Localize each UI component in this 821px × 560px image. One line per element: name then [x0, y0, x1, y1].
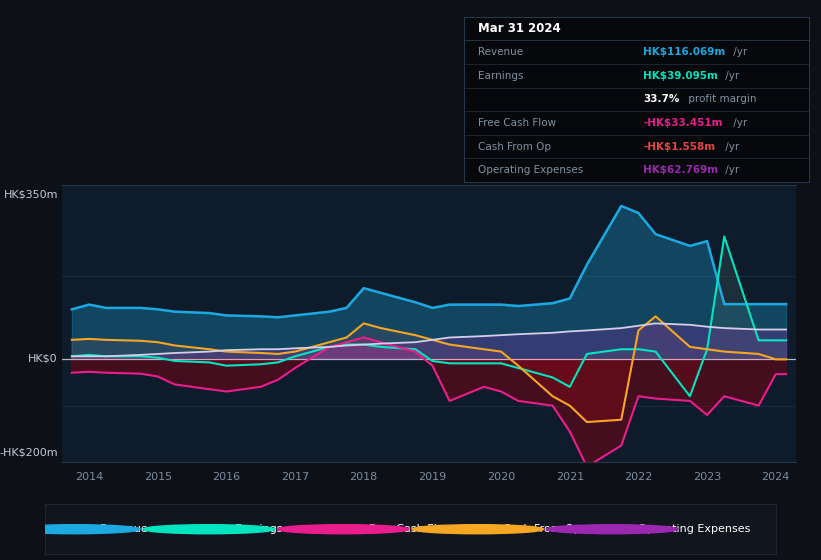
Text: Operating Expenses: Operating Expenses [638, 524, 750, 534]
Text: HK$62.769m: HK$62.769m [643, 165, 718, 175]
Text: -HK$200m: -HK$200m [0, 447, 58, 458]
Text: Earnings: Earnings [235, 524, 283, 534]
Text: Earnings: Earnings [478, 71, 523, 81]
Text: HK$350m: HK$350m [3, 189, 58, 199]
Text: Revenue: Revenue [478, 47, 523, 57]
Text: /yr: /yr [722, 71, 740, 81]
Text: /yr: /yr [722, 165, 740, 175]
Text: HK$116.069m: HK$116.069m [643, 47, 726, 57]
Text: /yr: /yr [722, 142, 740, 152]
Circle shape [277, 525, 409, 534]
Text: 33.7%: 33.7% [643, 95, 680, 104]
Circle shape [143, 525, 274, 534]
Text: Free Cash Flow: Free Cash Flow [478, 118, 556, 128]
Text: Operating Expenses: Operating Expenses [478, 165, 583, 175]
Text: HK$0: HK$0 [28, 353, 58, 363]
Text: Mar 31 2024: Mar 31 2024 [478, 22, 561, 35]
Text: -HK$33.451m: -HK$33.451m [643, 118, 722, 128]
Text: Revenue: Revenue [100, 524, 149, 534]
Text: profit margin: profit margin [685, 95, 756, 104]
Circle shape [412, 525, 544, 534]
Text: Cash From Op: Cash From Op [503, 524, 581, 534]
Text: HK$39.095m: HK$39.095m [643, 71, 718, 81]
Text: /yr: /yr [730, 47, 747, 57]
Text: -HK$1.558m: -HK$1.558m [643, 142, 715, 152]
Text: /yr: /yr [730, 118, 747, 128]
Text: Cash From Op: Cash From Op [478, 142, 551, 152]
Circle shape [547, 525, 678, 534]
Circle shape [8, 525, 140, 534]
Text: Free Cash Flow: Free Cash Flow [369, 524, 452, 534]
